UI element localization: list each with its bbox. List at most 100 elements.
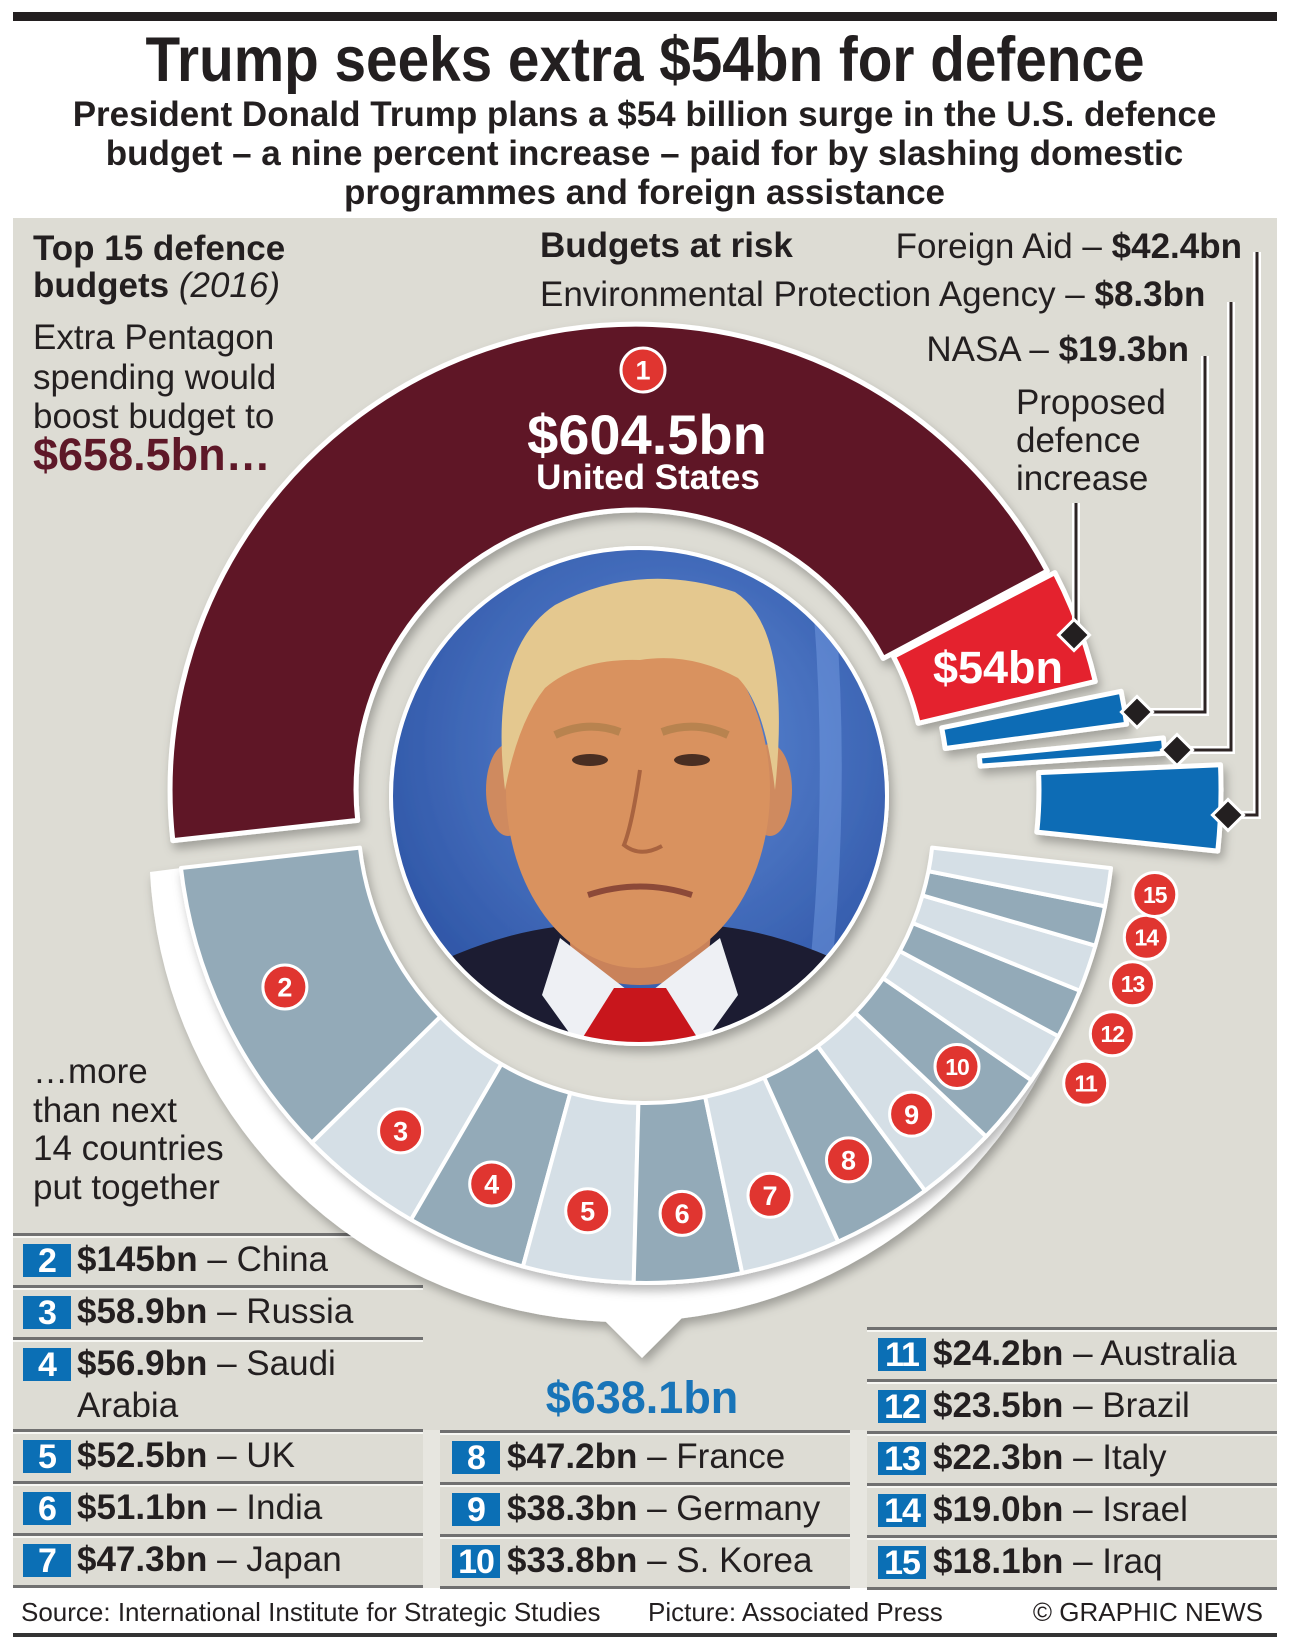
row-separator: – <box>1073 1542 1093 1581</box>
note-line: defence <box>1016 421 1141 460</box>
table-row: 2 $145bn – China <box>13 1233 423 1285</box>
diamond-marker-icon <box>1056 617 1092 653</box>
note-line: than next <box>33 1090 177 1130</box>
row-country: India <box>246 1488 323 1527</box>
rank-number-box: 8 <box>452 1441 500 1475</box>
note-line: …more <box>33 1052 148 1091</box>
rank-badge: 8 <box>825 1136 872 1184</box>
row-separator: – <box>1073 1386 1093 1425</box>
row-value: $58.9bn <box>77 1292 208 1331</box>
photo-eye <box>572 754 608 766</box>
heading-year: (2016) <box>178 266 281 305</box>
row-value: $33.8bn <box>507 1541 638 1580</box>
row-separator: – <box>1073 1490 1093 1529</box>
heading-word: budgets <box>33 266 170 305</box>
row-text: $24.2bn – Australia <box>933 1333 1273 1375</box>
rank-badge-number: 6 <box>675 1199 690 1229</box>
table-row: 6 $51.1bn – India <box>13 1481 423 1533</box>
photo-brow <box>553 722 622 739</box>
row-value: $22.3bn <box>933 1438 1064 1477</box>
row-text: $19.0bn – Israel <box>933 1489 1273 1531</box>
row-text: $22.3bn – Italy <box>933 1437 1273 1479</box>
at-risk-bars <box>939 688 1224 854</box>
rank-badge-circle <box>261 963 309 1011</box>
row-country: China <box>236 1240 329 1279</box>
row-country: Australia <box>1100 1334 1237 1373</box>
photo-brow <box>660 722 730 739</box>
rank-badge-number: 11 <box>1075 1070 1099 1096</box>
connector-foreign-aid <box>1210 252 1261 833</box>
rank-number-box: 14 <box>878 1494 926 1528</box>
photo-hair <box>501 578 779 790</box>
rank-number-box: 11 <box>878 1338 926 1372</box>
boosted-budget-value: $658.5bn… <box>33 429 271 480</box>
row-value: $18.1bn <box>933 1542 1064 1581</box>
rank-badge-circle <box>933 1043 981 1090</box>
rank-number-box: 15 <box>878 1546 926 1580</box>
rank-badge-number: 3 <box>393 1117 408 1147</box>
risk-label-nasa: NASA – $19.3bn <box>926 332 1189 368</box>
note-line: put together <box>33 1167 220 1207</box>
photo-eye <box>674 754 710 766</box>
row-separator: – <box>207 1240 227 1279</box>
portrait-photo <box>389 546 889 1046</box>
row-country: Brazil <box>1102 1386 1190 1425</box>
note-line: spending would <box>33 357 277 397</box>
photo-nose <box>621 769 663 854</box>
page-title: Trump seeks extra $54bn for defence <box>0 28 1289 92</box>
table-row: 8 $47.2bn – France <box>440 1430 850 1482</box>
row-country: Japan <box>246 1540 342 1579</box>
rank-badge-circle <box>746 1171 794 1219</box>
row-separator: – <box>217 1436 237 1475</box>
rank-badge: 1 <box>619 346 667 394</box>
row-separator: – <box>647 1489 667 1528</box>
row-text: $47.3bn – Japan <box>77 1539 423 1581</box>
connector-epa <box>1159 302 1235 768</box>
rank-badge-circle <box>468 1160 516 1208</box>
heading-line: budgets (2016) <box>33 267 285 304</box>
row-value: $47.3bn <box>77 1540 208 1579</box>
rank-badge-circle <box>1062 1059 1110 1107</box>
rank-badge-number: 13 <box>1121 971 1145 997</box>
rank-badge-number: 14 <box>1135 925 1160 951</box>
risk-value: $8.3bn <box>1094 275 1206 314</box>
rank-badge: 12 <box>1088 1010 1136 1058</box>
row-text: $23.5bn – Brazil <box>933 1385 1273 1427</box>
photo-shirt <box>542 938 738 1044</box>
photo-mouth <box>587 883 693 898</box>
diamond-marker-icon <box>1159 732 1195 768</box>
note-line: 14 countries <box>33 1129 224 1168</box>
rank-number-box: 9 <box>452 1493 500 1527</box>
footer-source: Source: International Institute for Stra… <box>21 1597 601 1627</box>
table-row: 12 $23.5bn – Brazil <box>867 1379 1277 1431</box>
rank-number-box: 5 <box>23 1440 71 1474</box>
lower-ring-band <box>150 868 1059 1323</box>
row-country: Germany <box>676 1489 821 1528</box>
row-value: $24.2bn <box>933 1334 1064 1373</box>
section-heading-top15: Top 15 defence budgets (2016) <box>33 230 285 304</box>
row-separator: – <box>1073 1334 1093 1373</box>
row-value: $56.9bn <box>77 1344 208 1383</box>
rank-number-box: 10 <box>452 1545 500 1579</box>
table-row: 14 $19.0bn – Israel <box>867 1483 1277 1535</box>
rank-badge: 6 <box>658 1189 706 1237</box>
upper-ring <box>167 321 1098 844</box>
table-row: 13 $22.3bn – Italy <box>867 1431 1277 1483</box>
row-text: $51.1bn – India <box>77 1487 423 1529</box>
rank-badge-number: 15 <box>1143 882 1168 908</box>
rank-badge-circle <box>888 1090 936 1138</box>
row-text: $52.5bn – UK <box>77 1435 423 1477</box>
heading-line: Top 15 defence <box>33 229 286 268</box>
row-value: $47.2bn <box>507 1437 638 1476</box>
row-value: $23.5bn <box>933 1386 1064 1425</box>
rank-number-box: 6 <box>23 1492 71 1526</box>
top-rule <box>13 12 1277 21</box>
risk-label: Environmental Protection Agency – <box>540 275 1085 314</box>
row-text: $58.9bn – Russia <box>77 1291 423 1333</box>
diamond-marker-icon <box>1210 797 1246 833</box>
rank-badge: 2 <box>261 963 309 1011</box>
subtitle-line: programmes and foreign assistance <box>343 173 946 212</box>
us-budget-value: $604.5bn <box>527 403 767 466</box>
